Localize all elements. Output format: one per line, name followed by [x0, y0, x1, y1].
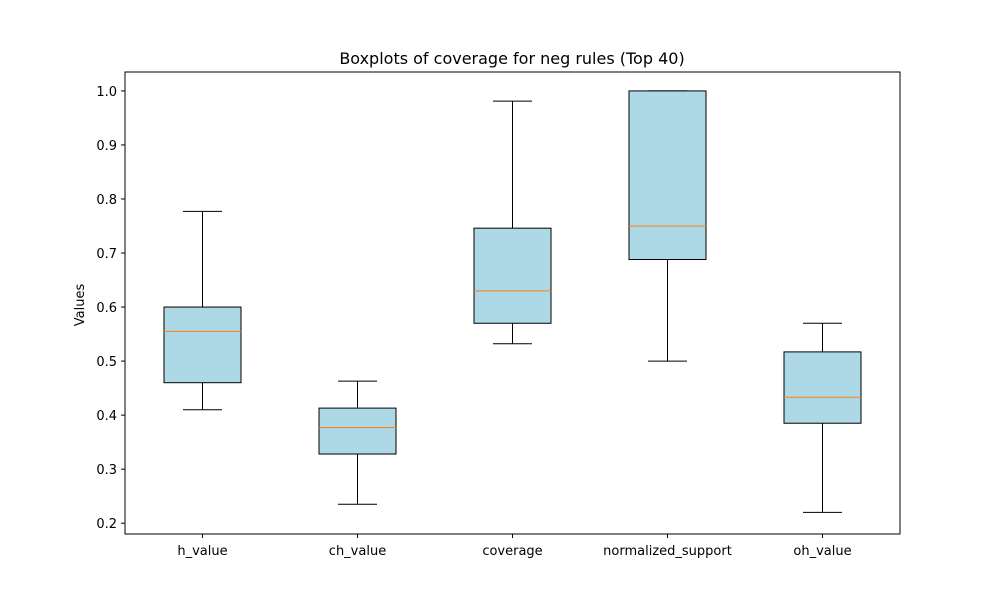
y-tick-label: 0.2 — [96, 517, 117, 532]
x-tick-label: h_value — [177, 544, 227, 559]
y-tick-label: 0.6 — [96, 301, 117, 316]
y-tick-label: 0.4 — [96, 409, 117, 424]
y-tick-label: 0.7 — [96, 247, 117, 262]
y-tick-label: 0.8 — [96, 193, 117, 208]
chart-title: Boxplots of coverage for neg rules (Top … — [339, 49, 684, 68]
y-tick-label: 1.0 — [96, 85, 117, 100]
box-oh_value — [783, 351, 862, 424]
box-normalized_support — [628, 90, 707, 261]
x-tick-label: normalized_support — [603, 544, 732, 559]
x-tick-label: ch_value — [329, 544, 386, 559]
x-tick-label: oh_value — [793, 544, 851, 559]
y-tick-label: 0.3 — [96, 463, 117, 478]
box-coverage — [473, 227, 552, 324]
plot-frame — [124, 71, 901, 535]
y-axis-label: Values — [73, 284, 88, 327]
y-tick-label: 0.9 — [96, 139, 117, 154]
plot-marks: 0.2 0.3 0.4 0.5 0.6 0.7 0.8 0.9 1.0 h_value ch_val… — [96, 85, 862, 559]
box-ch_value — [318, 407, 397, 455]
x-tick-label: coverage — [482, 544, 542, 559]
box-h_value — [163, 306, 242, 384]
y-tick-label: 0.5 — [96, 355, 117, 370]
